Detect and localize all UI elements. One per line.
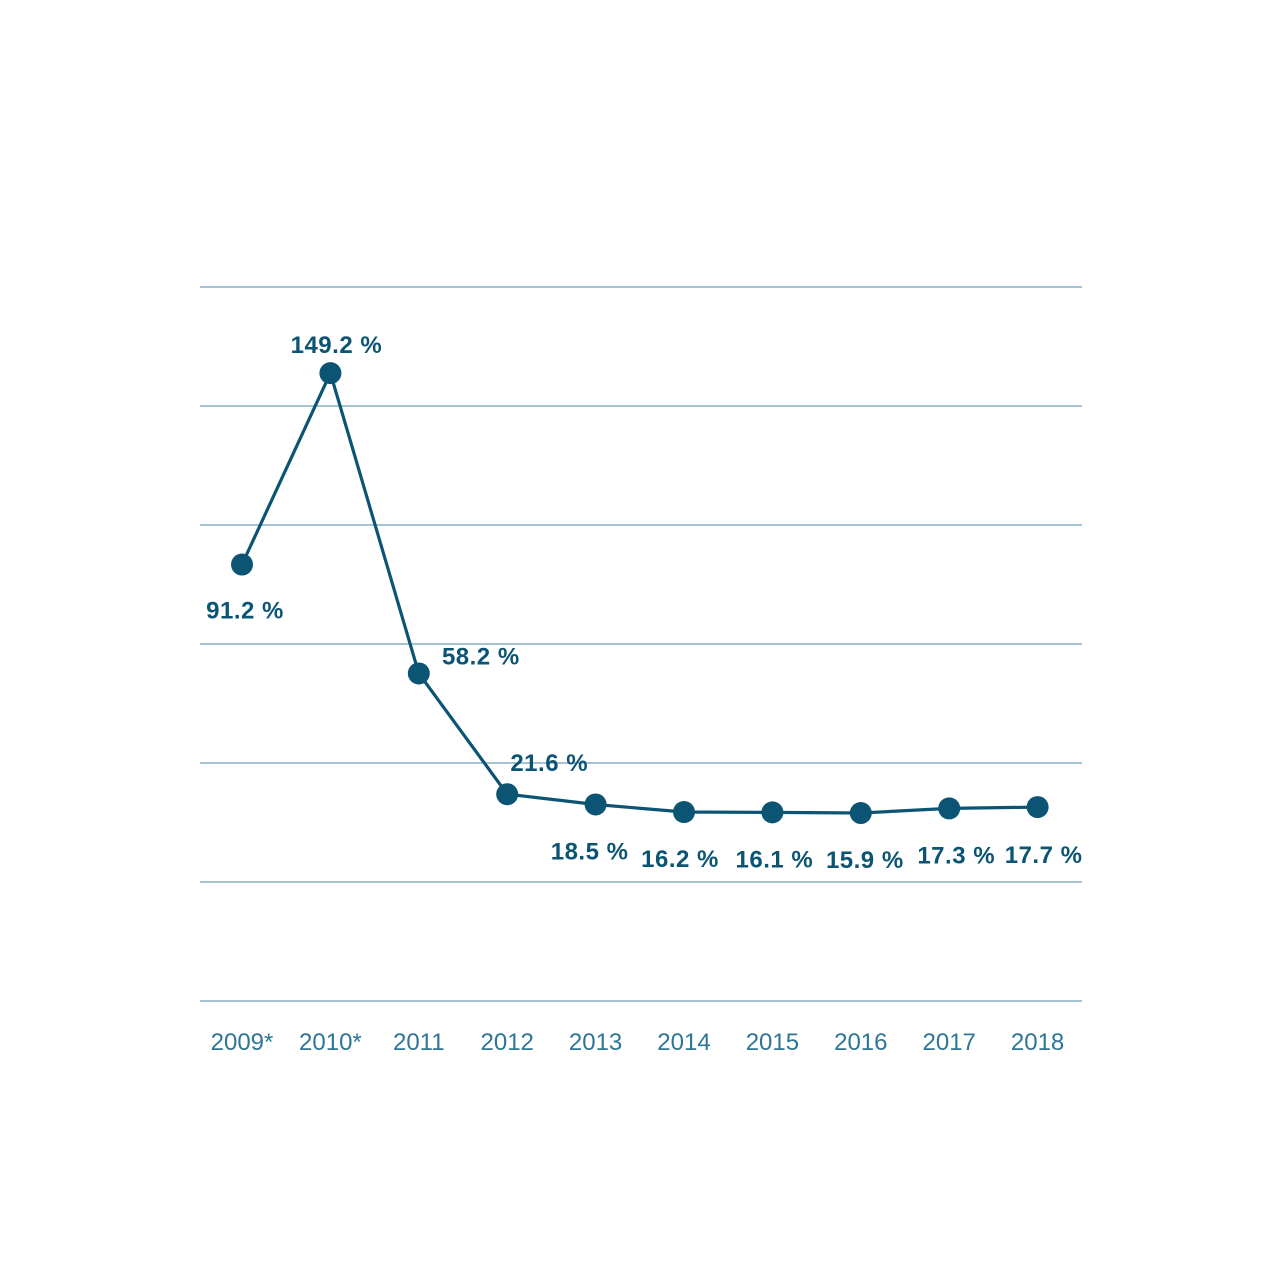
series-line	[240, 371, 1040, 815]
data-point	[231, 553, 253, 576]
x-tick-label: 2015	[746, 1029, 799, 1056]
data-labels: 91.2 % 149.2 % 58.2 % 21.6 % 18.5 % 16.2 % 16.…	[206, 332, 1082, 874]
data-label: 15.9 %	[826, 847, 904, 874]
data-label: 21.6 %	[510, 750, 588, 777]
data-label: 16.1 %	[736, 846, 814, 873]
data-point	[761, 801, 784, 824]
data-point	[496, 783, 519, 806]
data-point	[319, 362, 342, 385]
data-points	[231, 362, 1049, 825]
data-point	[673, 801, 695, 824]
x-tick-label: 2011	[393, 1029, 445, 1056]
x-tick-label: 2012	[481, 1029, 534, 1056]
data-point	[849, 802, 872, 825]
data-point	[938, 797, 961, 820]
data-point	[584, 793, 607, 816]
series-polyline	[240, 371, 1040, 815]
x-tick-label: 2018	[1011, 1029, 1064, 1056]
x-axis-ticks: 2009* 2010* 2011 2012 2013 2014 2015 2016 2017 20…	[211, 1029, 1065, 1056]
data-label: 16.2 %	[641, 846, 719, 873]
data-label: 149.2 %	[291, 332, 383, 359]
data-label: 18.5 %	[551, 838, 629, 865]
x-tick-label: 2014	[657, 1029, 710, 1056]
gridlines	[200, 286, 1082, 1002]
data-label: 17.3 %	[917, 842, 995, 869]
data-point	[407, 662, 430, 685]
data-label: 91.2 %	[206, 598, 284, 625]
data-label: 17.7 %	[1005, 842, 1083, 869]
data-point	[1026, 796, 1049, 819]
x-tick-label: 2017	[923, 1029, 976, 1056]
x-tick-label: 2016	[834, 1029, 887, 1056]
data-label: 58.2 %	[442, 643, 520, 670]
x-tick-label: 2010*	[299, 1029, 362, 1056]
x-tick-label: 2013	[569, 1029, 622, 1056]
x-tick-label: 2009*	[211, 1029, 274, 1056]
